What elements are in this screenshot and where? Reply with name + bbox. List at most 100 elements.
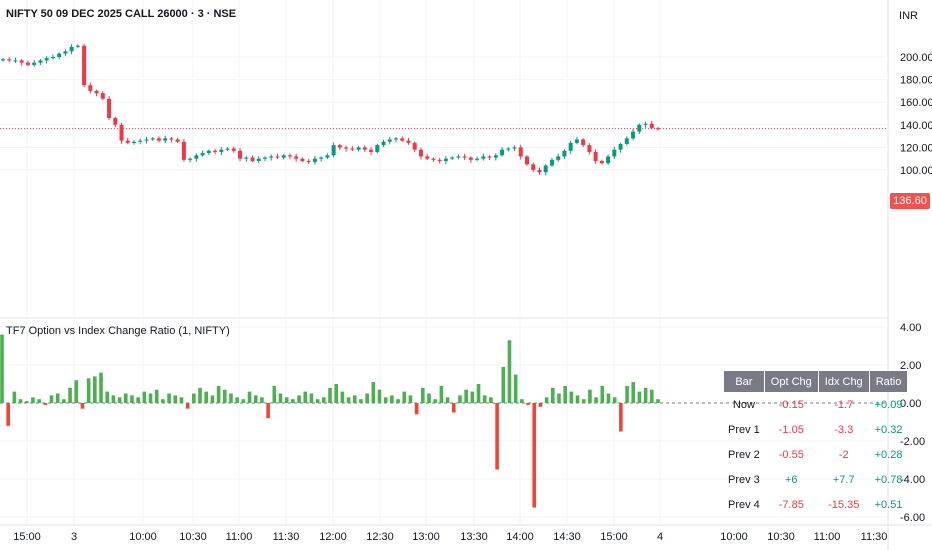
candle: [500, 149, 505, 156]
histogram-bar: [371, 382, 376, 403]
candle: [82, 45, 87, 86]
candle: [574, 139, 579, 143]
current-price-badge: 136.60: [890, 193, 930, 209]
candle: [181, 141, 186, 160]
stats-opt-chg: -0.55: [778, 449, 804, 461]
histogram-bar: [130, 395, 134, 403]
candle: [350, 148, 355, 150]
histogram-bar: [179, 397, 184, 403]
histogram-bar: [136, 397, 140, 403]
candle: [531, 164, 536, 170]
histogram-bar: [260, 397, 264, 403]
time-label: 10:00: [129, 531, 157, 543]
stats-bar: Now: [732, 399, 755, 411]
stats-header-bar: Bar: [724, 371, 764, 392]
candle: [57, 53, 62, 57]
candle: [194, 155, 199, 159]
histogram-bar: [315, 399, 320, 403]
candle: [13, 60, 18, 62]
candle: [7, 59, 12, 61]
histogram-bar: [74, 380, 79, 403]
indicator-title[interactable]: TF7 Option vs Index Change Ratio (1, NIF…: [6, 325, 230, 337]
stats-ratio: +0.09: [874, 399, 903, 411]
histogram-bar: [185, 403, 190, 409]
histogram-bar: [575, 395, 580, 403]
histogram-bar: [495, 403, 499, 470]
candle: [263, 157, 267, 159]
candle: [119, 124, 124, 141]
candle: [256, 158, 261, 161]
histogram-bar: [594, 397, 598, 403]
histogram-bar: [291, 399, 295, 403]
histogram-bar: [105, 391, 110, 403]
candle: [537, 170, 542, 173]
indicator-tick-label: -2.00: [900, 436, 925, 448]
symbol-title[interactable]: NIFTY 50 09 DEC 2025 CALL 26000 · 3 · NS…: [6, 8, 237, 20]
histogram-bar: [433, 399, 438, 403]
histogram-bar: [631, 382, 636, 403]
candle: [319, 157, 324, 159]
candle: [593, 151, 598, 161]
histogram-bar: [390, 395, 394, 403]
histogram-bar: [600, 385, 605, 403]
candle: [156, 138, 161, 141]
candle: [425, 156, 430, 159]
candle: [294, 156, 299, 159]
histogram-bar: [123, 393, 128, 403]
histogram-bar: [247, 391, 252, 403]
price-axis[interactable]: 200.00 180.00 160.00 140.00 120.00 100.00: [900, 52, 932, 177]
time-label: 11:30: [273, 531, 300, 543]
histogram-bar: [148, 393, 153, 403]
time-axis[interactable]: 15:00 3 10:00 10:30 11:00 11:30 12:00 12:30 13:0…: [13, 531, 887, 543]
candle: [107, 98, 112, 119]
candle: [225, 148, 230, 150]
candle: [63, 51, 68, 54]
candle: [356, 147, 361, 150]
candle: [306, 160, 311, 163]
histogram-bar: [37, 399, 41, 403]
histogram-bar: [229, 393, 233, 403]
histogram-bar: [414, 403, 419, 415]
histogram-bar: [458, 395, 462, 403]
stats-idx-chg: -1.7: [834, 399, 854, 411]
candle: [300, 158, 305, 161]
histogram-bar: [637, 391, 642, 403]
stats-ratio: +0.32: [874, 424, 903, 436]
histogram-bar: [222, 389, 227, 403]
candle: [381, 141, 386, 146]
histogram-bar: [507, 340, 512, 403]
candle: [525, 156, 529, 165]
histogram-bar: [408, 395, 413, 403]
candle: [387, 139, 392, 142]
histogram-bar: [167, 393, 171, 403]
stats-row: Now -0.15 -1.7 +0.09: [724, 393, 907, 417]
histogram-bar: [303, 391, 308, 403]
currency-label[interactable]: INR: [899, 10, 918, 22]
stats-bar: Prev 3: [728, 474, 760, 486]
stats-idx-chg: +7.7: [832, 474, 855, 486]
histogram-bar: [489, 397, 493, 403]
time-label: 11:00: [226, 531, 253, 543]
stats-row: Prev 4 -7.85 -15.35 +0.51: [724, 493, 907, 517]
time-label: 10:30: [179, 531, 207, 543]
candle: [643, 123, 648, 125]
price-tick-label: 100.00: [900, 165, 932, 177]
indicator-axis[interactable]: 4.00 2.00 0.00 -2.00 -4.00 -6.00: [900, 322, 925, 524]
histogram-bar: [204, 391, 209, 403]
candle: [150, 138, 155, 140]
stats-row: Prev 3 +6 +7.7 +0.78: [724, 468, 907, 492]
time-label: 11:30: [861, 531, 888, 543]
candle: [19, 60, 24, 63]
stats-idx-chg: -3.3: [834, 424, 854, 436]
stats-opt-chg: -7.85: [778, 499, 804, 511]
candle: [169, 138, 174, 140]
histogram-bar: [0, 334, 4, 403]
candle: [443, 158, 448, 161]
candle: [587, 145, 592, 152]
price-tick-label: 140.00: [900, 120, 932, 132]
histogram-bar: [451, 403, 456, 413]
candle: [549, 159, 554, 166]
candle: [649, 123, 654, 129]
candle: [506, 148, 511, 150]
